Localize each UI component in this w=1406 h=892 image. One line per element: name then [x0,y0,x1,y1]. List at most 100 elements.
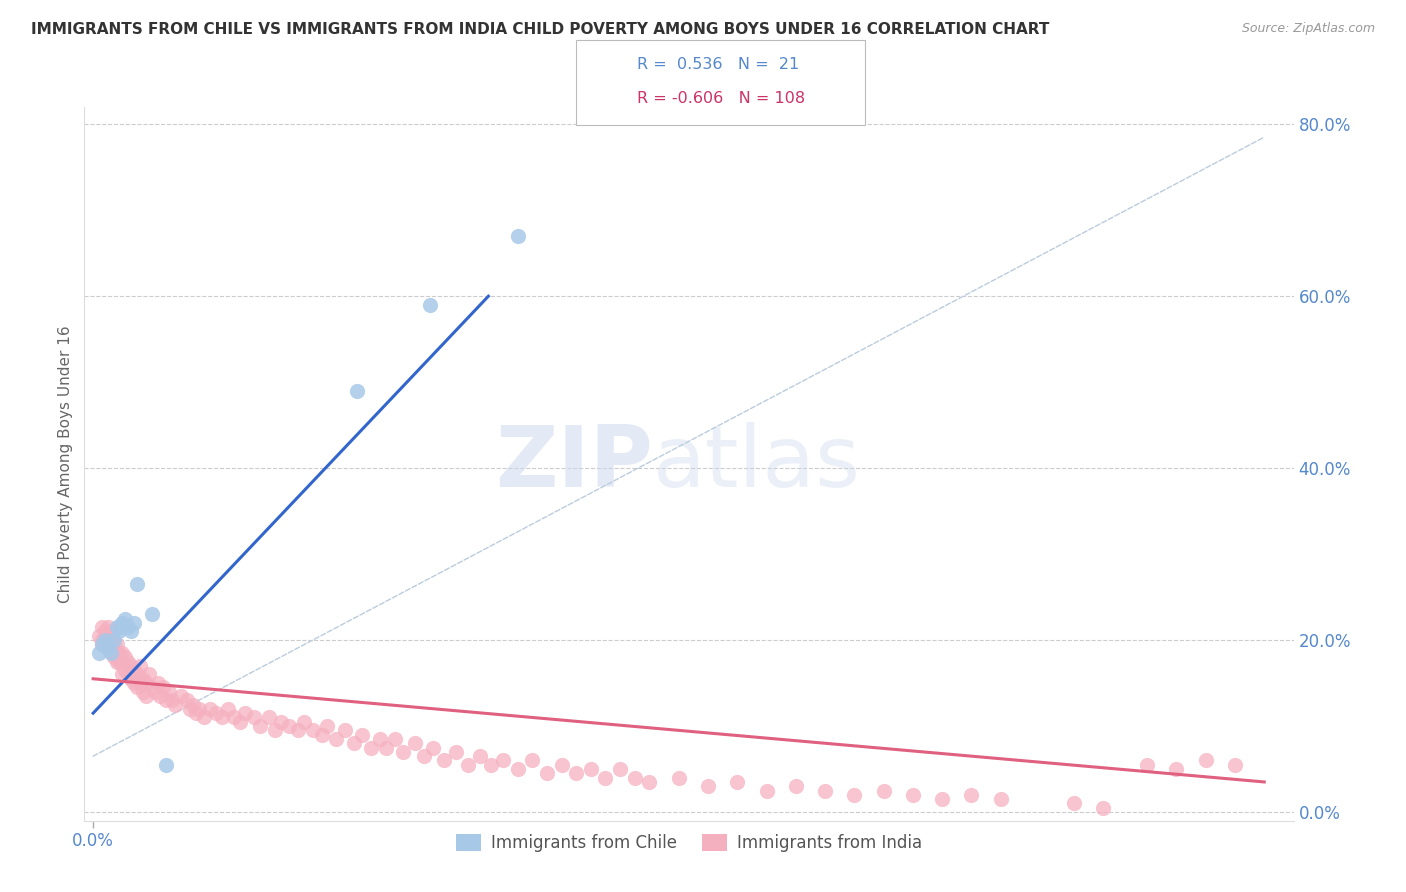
Point [122,615,145,630]
Point [94,633,117,648]
Point [114,663,136,677]
Point [725,775,748,789]
Point [228,714,250,729]
Point [184,706,207,721]
Point [785,779,807,793]
Point [506,229,529,244]
Point [120,624,142,639]
Point [103,633,125,648]
Point [368,731,391,746]
Point [135,676,157,690]
Point [90,637,112,651]
Point [1195,754,1218,768]
Point [100,646,122,660]
Point [103,650,125,665]
Point [235,706,257,721]
Point [108,655,131,669]
Point [103,646,125,660]
Point [141,681,163,695]
Point [117,667,139,681]
Point [105,655,128,669]
Text: R =  0.536   N =  21: R = 0.536 N = 21 [637,57,799,71]
Point [105,637,128,651]
Point [143,684,166,698]
Point [122,676,145,690]
Point [97,637,120,651]
Point [316,719,339,733]
Text: IMMIGRANTS FROM CHILE VS IMMIGRANTS FROM INDIA CHILD POVERTY AMONG BOYS UNDER 16: IMMIGRANTS FROM CHILE VS IMMIGRANTS FROM… [31,22,1049,37]
Point [114,611,136,625]
Point [87,646,110,660]
Point [179,702,201,716]
Point [125,577,148,591]
Point [697,779,720,793]
Point [814,783,837,797]
Point [1223,757,1246,772]
Point [755,783,778,797]
Text: Source: ZipAtlas.com: Source: ZipAtlas.com [1241,22,1375,36]
Point [105,646,128,660]
Point [181,698,204,712]
Point [278,719,301,733]
Point [457,757,479,772]
Point [87,629,110,643]
Point [176,693,198,707]
Point [468,749,491,764]
Point [360,740,382,755]
Point [170,689,193,703]
Point [120,659,142,673]
Point [132,672,155,686]
Point [217,702,239,716]
Point [152,681,174,695]
Point [165,698,187,712]
Point [374,740,396,755]
Point [97,641,120,656]
Point [117,655,139,669]
Point [94,637,117,651]
Point [97,629,120,643]
Point [311,728,333,742]
Y-axis label: Child Poverty Among Boys Under 16: Child Poverty Among Boys Under 16 [58,325,73,603]
Point [422,740,444,755]
Text: ZIP: ZIP [495,422,652,506]
Point [125,681,148,695]
Point [122,663,145,677]
Point [132,684,155,698]
Point [901,788,924,802]
Point [211,710,233,724]
Point [392,745,415,759]
Point [90,620,112,634]
Point [108,624,131,639]
Point [550,757,572,772]
Legend: Immigrants from Chile, Immigrants from India: Immigrants from Chile, Immigrants from I… [449,827,929,859]
Point [1166,762,1188,776]
Point [103,637,125,651]
Point [668,771,690,785]
Point [990,792,1012,806]
Point [111,667,134,681]
Point [579,762,602,776]
Point [301,723,323,738]
Point [609,762,631,776]
Point [844,788,866,802]
Point [384,731,406,746]
Point [135,689,157,703]
Point [433,754,456,768]
Point [1136,757,1159,772]
Point [287,723,309,738]
Point [94,624,117,639]
Point [270,714,292,729]
Point [638,775,661,789]
Point [222,710,245,724]
Point [114,650,136,665]
Point [243,710,266,724]
Point [413,749,436,764]
Point [160,693,183,707]
Point [129,659,152,673]
Point [100,633,122,648]
Point [205,706,228,721]
Point [111,620,134,634]
Point [931,792,953,806]
Point [100,641,122,656]
Point [100,624,122,639]
